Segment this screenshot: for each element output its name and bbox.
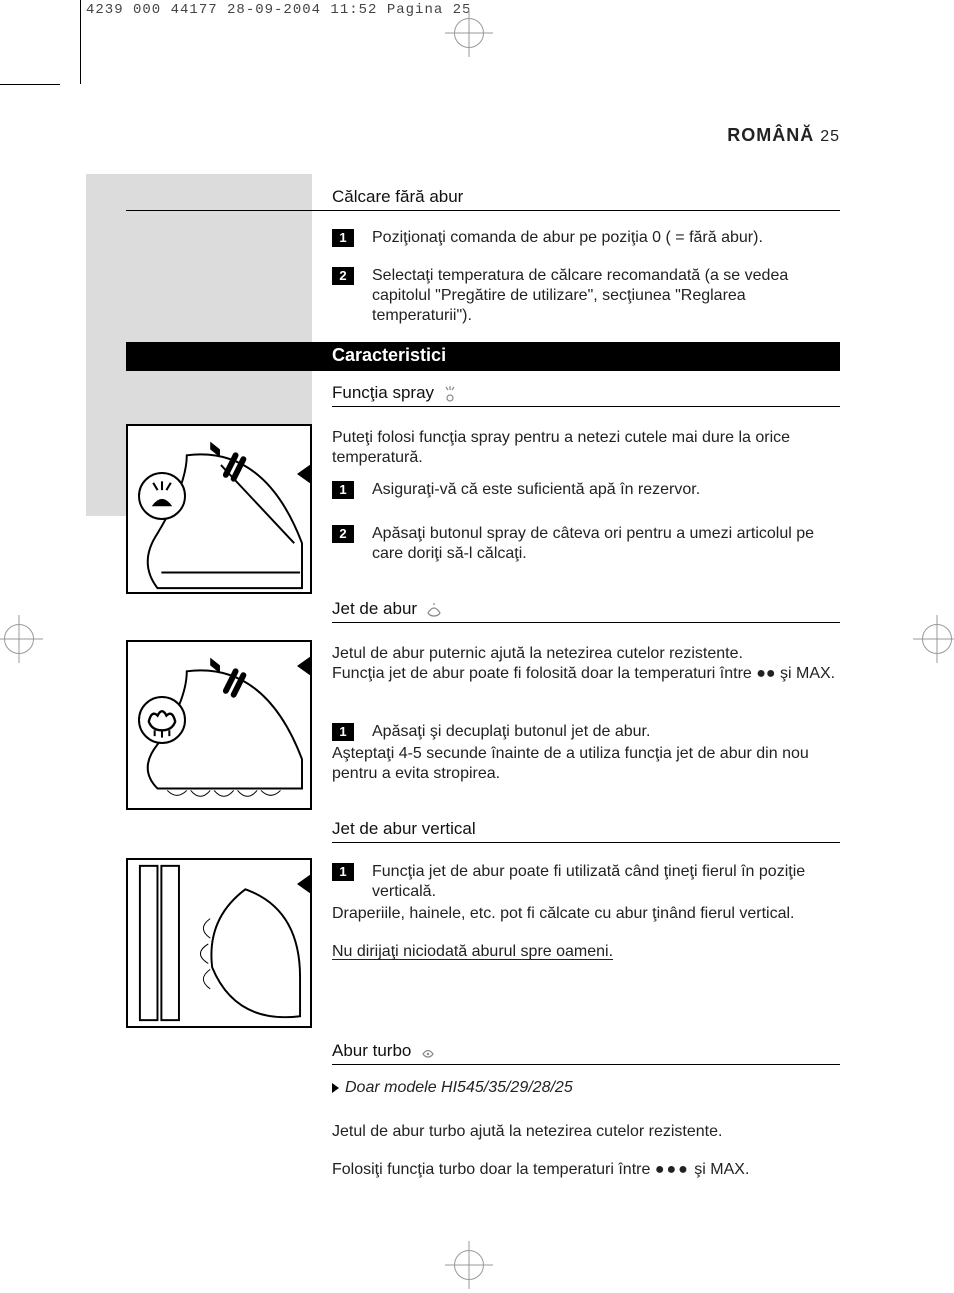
step-spray-2: 2 Apăsaţi butonul spray de câteva ori pe… [332,524,840,564]
figure-pointer-icon [297,874,311,894]
language-label: ROMÂNĂ [727,125,814,145]
subhead-label: Abur turbo [332,1041,411,1060]
para-spray-intro: Puteţi folosi funcţia spray pentru a net… [332,428,840,468]
para-vertical-warning: Nu dirijaţi niciodată aburul spre oameni… [332,942,840,962]
subhead-vertical: Jet de abur vertical [332,818,840,839]
registration-mark [4,624,34,654]
step-number-icon: 2 [332,525,354,543]
figure-spray [126,424,312,594]
step-no-steam-2: 2 Selectaţi temperatura de călcare recom… [332,266,840,326]
step-text: Apăsaţi şi decuplaţi butonul jet de abur… [372,722,840,742]
rule [332,842,840,843]
step-number-icon: 1 [332,229,354,247]
section-header-caracteristici: Caracteristici [126,342,840,371]
figure-steam-jet [126,640,312,810]
step-text: Apăsaţi butonul spray de câteva ori pent… [372,524,840,564]
language-header: ROMÂNĂ 25 [727,124,840,147]
turbo-icon [420,1045,436,1059]
crop-mark [80,0,81,84]
subhead-turbo: Abur turbo [332,1040,840,1061]
step-number-icon: 2 [332,267,354,285]
subhead-steam-jet: Jet de abur [332,598,840,619]
steam-jet-icon [426,603,442,617]
subhead-label: Funcţia spray [332,383,434,402]
figure-inset-icon [138,472,186,520]
figure-vertical [126,858,312,1028]
subhead-spray: Funcţia spray [332,382,840,403]
para-vertical-after: Draperiile, hainele, etc. pot fi călcate… [332,904,840,924]
spray-icon [443,386,457,402]
para-steam-jet-after: Aşteptaţi 4-5 secunde înainte de a utili… [332,744,840,784]
triangle-bullet-icon [332,1083,339,1093]
step-text: Selectaţi temperatura de călcare recoman… [372,266,840,326]
para-turbo-1: Jetul de abur turbo ajută la netezirea c… [332,1122,840,1142]
registration-mark [454,1250,484,1280]
subhead-label: Jet de abur [332,599,417,618]
registration-mark [922,624,952,654]
rule [332,622,840,623]
step-spray-1: 1 Asiguraţi-vă că este suficientă apă în… [332,480,840,500]
step-number-icon: 1 [332,863,354,881]
print-slug: 4239 000 44177 28-09-2004 11:52 Pagina 2… [86,2,471,20]
section-header-label: Caracteristici [332,345,446,365]
subhead-no-steam: Călcare fără abur [332,186,840,207]
rule [332,406,840,407]
turbo-line2-pre: Folosiţi funcţia turbo doar la temperatu… [332,1161,655,1178]
step-text: Asiguraţi-vă că este suficientă apă în r… [372,480,840,500]
model-note-text: Doar modele HI545/35/29/28/25 [345,1079,573,1096]
step-no-steam-1: 1 Poziţionaţi comanda de abur pe poziţia… [332,228,840,248]
figure-pointer-icon [297,464,311,484]
figure-pointer-icon [297,656,311,676]
step-text: Poziţionaţi comanda de abur pe poziţia 0… [372,228,840,248]
figure-inset-icon [138,696,186,744]
rule [126,210,840,211]
figure-illustration [128,860,310,1026]
turbo-line2-post: şi MAX. [690,1161,750,1178]
para-turbo-2: Folosiţi funcţia turbo doar la temperatu… [332,1160,840,1180]
step-steam-jet-1: 1 Apăsaţi şi decuplaţi butonul jet de ab… [332,722,840,742]
step-vertical-1: 1 Funcţia jet de abur poate fi utilizată… [332,862,840,902]
step-number-icon: 1 [332,481,354,499]
step-number-icon: 1 [332,723,354,741]
registration-mark [454,18,484,48]
page: 4239 000 44177 28-09-2004 11:52 Pagina 2… [0,0,954,1293]
para-turbo-models: Doar modele HI545/35/29/28/25 [332,1078,840,1098]
step-text-bold: Apăsaţi şi decuplaţi butonul jet de abur… [372,723,650,740]
rule [332,1064,840,1065]
para-steam-jet-intro: Jetul de abur puternic ajută la netezire… [332,644,840,684]
crop-mark [0,84,60,85]
page-number: 25 [820,128,840,145]
step-text: Funcţia jet de abur poate fi utilizată c… [372,862,840,902]
dots-icon: ●●● [655,1161,690,1178]
